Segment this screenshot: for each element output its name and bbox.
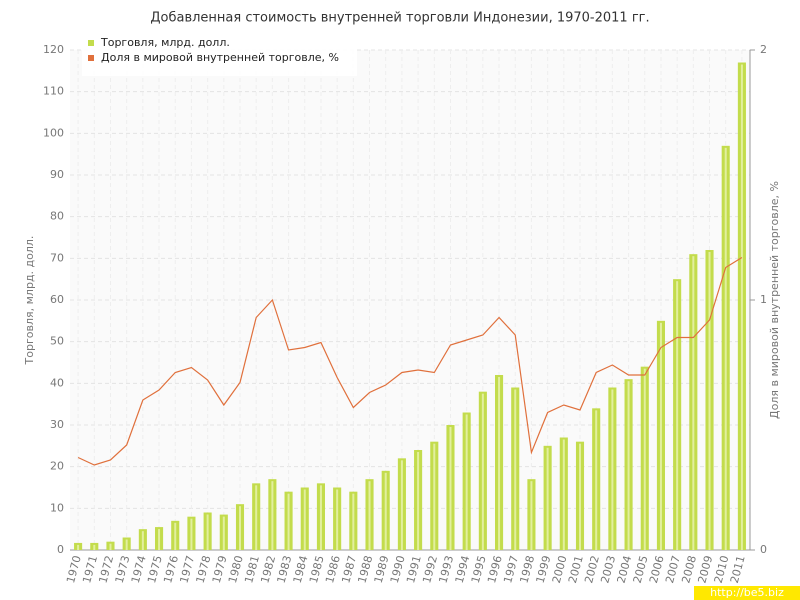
legend-label: Торговля, млрд. долл. xyxy=(100,36,230,49)
bar-shine xyxy=(676,281,679,550)
line xyxy=(77,256,743,466)
bar-shine xyxy=(579,443,581,550)
y-tick-label: 20 xyxy=(50,460,64,473)
legend-swatch xyxy=(88,55,94,61)
bar-shine xyxy=(206,514,209,550)
bar-shine xyxy=(692,256,695,550)
bar-shine xyxy=(222,516,225,550)
bar-shine xyxy=(546,447,549,550)
bar-shine xyxy=(449,427,452,550)
bar-shine xyxy=(239,506,241,550)
bar-shine xyxy=(611,389,614,550)
y2-axis-title: Доля в мировой внутренней торговле, % xyxy=(768,181,781,419)
legend-swatch xyxy=(88,40,94,46)
bar-shine xyxy=(595,410,598,550)
legend-label: Доля в мировой внутренней торговле, % xyxy=(101,51,339,64)
y-tick-label: 60 xyxy=(50,293,64,306)
bar-shine xyxy=(303,489,306,550)
bar-shine xyxy=(465,414,468,550)
chart-title: Добавленная стоимость внутренней торговл… xyxy=(150,11,649,26)
y2-tick-label: 2 xyxy=(760,43,767,56)
bar-shine xyxy=(174,522,177,550)
bar-shine xyxy=(141,531,144,550)
y-tick-label: 70 xyxy=(50,251,64,264)
y2-tick-label: 0 xyxy=(760,543,767,556)
bar-shine xyxy=(400,460,403,550)
bar-shine xyxy=(433,443,436,550)
y-axis-title: Торговля, млрд. долл. xyxy=(23,236,36,366)
bar-shine xyxy=(77,544,80,550)
bar-shine xyxy=(740,64,743,550)
bar-shine xyxy=(708,252,711,550)
bar-shine xyxy=(562,439,565,550)
bar-shine xyxy=(481,393,484,550)
bar-shine xyxy=(417,452,420,550)
bar-shine xyxy=(659,322,662,550)
bar-shine xyxy=(368,481,371,550)
bar-shine xyxy=(271,481,274,550)
y-tick-label: 120 xyxy=(43,43,64,56)
bar-shine xyxy=(530,481,533,550)
bar-shine xyxy=(190,518,193,550)
bar-shine xyxy=(158,529,161,550)
bar-shine xyxy=(498,377,501,550)
bar-shine xyxy=(125,539,128,550)
y-tick-label: 0 xyxy=(57,543,64,556)
watermark: http://be5.biz xyxy=(710,586,784,599)
y-tick-label: 100 xyxy=(43,126,64,139)
y-tick-label: 10 xyxy=(50,501,64,514)
bar-shine xyxy=(384,472,387,550)
bar-shine xyxy=(643,368,646,550)
bar-shine xyxy=(109,543,112,550)
y-tick-label: 50 xyxy=(50,335,64,348)
y-tick-label: 110 xyxy=(43,85,64,98)
y-tick-label: 90 xyxy=(50,168,64,181)
legend-box xyxy=(82,40,357,76)
bar-shine xyxy=(319,485,322,550)
y-tick-label: 80 xyxy=(50,210,64,223)
y2-tick-label: 1 xyxy=(760,293,767,306)
bar-shine xyxy=(287,493,290,550)
bar-shine xyxy=(93,544,96,550)
bar-shine xyxy=(627,381,630,550)
y-tick-label: 30 xyxy=(50,418,64,431)
bar-shine xyxy=(352,493,355,550)
bar-shine xyxy=(724,147,727,551)
bar-shine xyxy=(514,389,517,550)
bar-shine xyxy=(336,489,339,550)
watermark-bg xyxy=(694,586,800,600)
y-tick-label: 40 xyxy=(50,376,64,389)
bar-shine xyxy=(255,485,258,550)
